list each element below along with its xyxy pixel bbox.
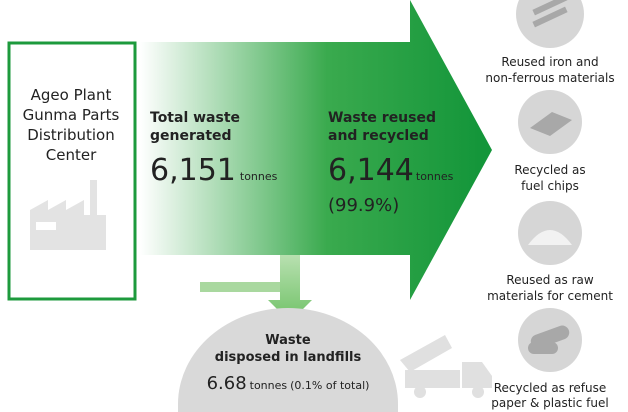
source-label: Distribution (27, 126, 115, 144)
total-unit: tonnes (240, 170, 278, 183)
landfill-label: disposed in landfills (215, 350, 362, 365)
output-label: non-ferrous materials (485, 71, 614, 85)
recycled-share: (99.9%) (328, 195, 399, 216)
recycled-label: and recycled (328, 128, 429, 144)
source-label: Ageo Plant (31, 86, 112, 104)
flow-arrow (140, 0, 492, 300)
recycled-unit: tonnes (416, 170, 454, 183)
source-label: Center (46, 146, 97, 164)
output-label: Reused as raw (506, 273, 594, 287)
source-label: Gunma Parts (23, 106, 120, 124)
total-label: Total waste (150, 110, 240, 126)
recycled-label: Waste reused (328, 110, 436, 126)
output-label: Recycled as refuse (494, 381, 607, 395)
output-label: Reused iron and (501, 55, 598, 69)
landfill-label: Waste (265, 333, 311, 348)
truck-icon (400, 335, 492, 398)
recycled-value: 6,144 (328, 153, 414, 188)
branch-bar (200, 282, 290, 292)
landfill-value: 6.68 (207, 373, 247, 394)
landfill-unit: tonnes (250, 379, 288, 392)
source-box (9, 43, 135, 299)
landfill-share: (0.1% of total) (290, 379, 369, 392)
total-label: generated (150, 128, 232, 144)
diagram: Ageo Plant Gunma Parts Distribution Cent… (0, 0, 628, 412)
total-value: 6,151 (150, 153, 236, 188)
output-label: paper & plastic fuel (491, 396, 608, 410)
output-label: fuel chips (521, 179, 579, 193)
output-label: materials for cement (487, 289, 613, 303)
output-label: Recycled as (514, 163, 585, 177)
